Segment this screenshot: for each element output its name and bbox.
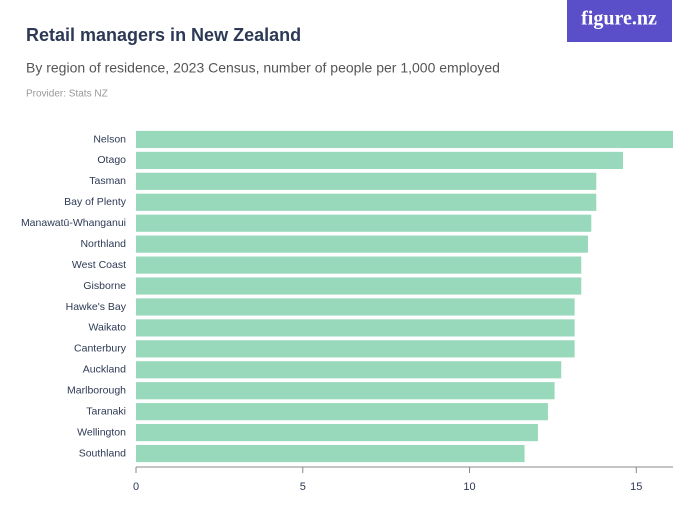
bar <box>136 403 548 421</box>
y-tick-label: Auckland <box>83 364 126 376</box>
y-tick-label: Bay of Plenty <box>64 196 127 208</box>
y-tick-label: Gisborne <box>83 280 126 292</box>
provider: Provider: Stats NZ <box>26 89 108 100</box>
y-tick-label: Marlborough <box>67 385 126 397</box>
x-tick-label: 10 <box>463 481 475 493</box>
y-tick-label: Northland <box>80 238 126 250</box>
y-tick-label: Wellington <box>77 426 126 438</box>
y-tick-label: Hawke's Bay <box>66 301 127 313</box>
bar <box>136 256 582 274</box>
y-tick-label: Taranaki <box>86 405 126 417</box>
y-tick-label: Southland <box>79 447 126 459</box>
y-tick-label: Canterbury <box>74 343 127 355</box>
y-tick-label: Waikato <box>88 322 126 334</box>
bar <box>136 444 525 463</box>
chart-title: Retail managers in New Zealand <box>26 25 301 45</box>
y-tick-label: Otago <box>97 154 126 166</box>
chart-subtitle: By region of residence, 2023 Census, num… <box>26 60 500 76</box>
bar <box>136 424 538 442</box>
bar <box>136 361 562 379</box>
y-tick-label: Nelson <box>93 133 126 145</box>
bar <box>136 172 597 190</box>
bar <box>136 340 575 358</box>
bar <box>136 214 592 232</box>
bar <box>136 235 588 253</box>
bar <box>136 130 673 149</box>
bar <box>136 298 575 316</box>
x-tick-label: 0 <box>133 481 139 493</box>
x-tick-label: 5 <box>300 481 306 493</box>
y-tick-label: West Coast <box>72 259 126 271</box>
y-tick-label: Tasman <box>89 175 126 187</box>
bar <box>136 151 623 169</box>
bar <box>136 277 582 295</box>
x-tick-label: 15 <box>630 481 642 493</box>
logo: figure.nz <box>581 8 657 30</box>
bar <box>136 319 575 337</box>
y-tick-label: Manawatū-Whanganui <box>21 217 126 229</box>
logo-box <box>567 0 672 42</box>
bar <box>136 382 555 400</box>
bar <box>136 193 597 211</box>
